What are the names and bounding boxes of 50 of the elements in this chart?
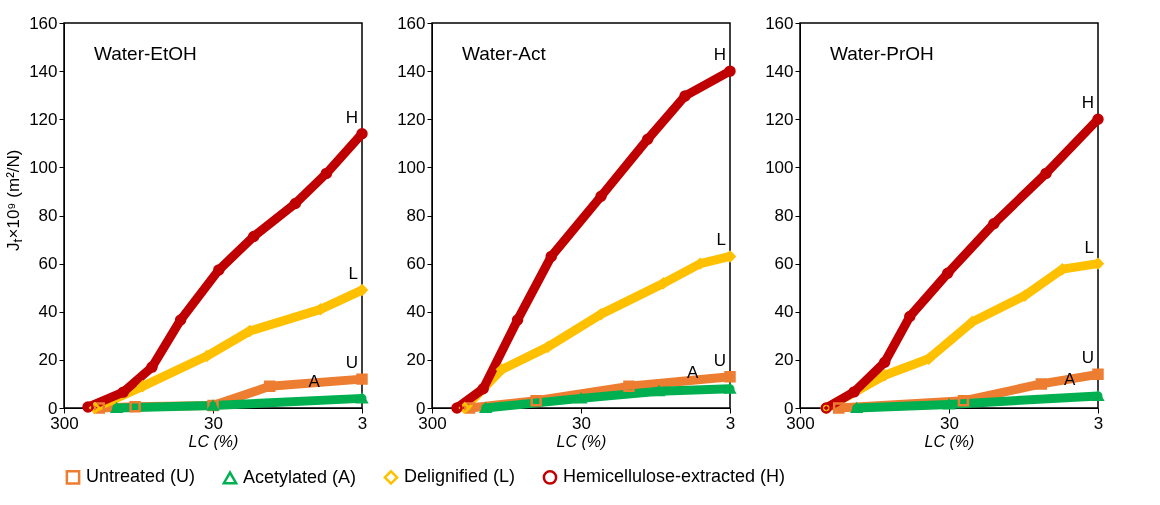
y-tick-label: 40	[38, 302, 58, 322]
text: Water-EtOH	[94, 43, 197, 64]
y-tick-label: 20	[406, 350, 426, 370]
annotation: H	[713, 45, 726, 65]
x-tick-label: 30	[572, 413, 591, 433]
y-tick-label: 140	[397, 61, 426, 81]
legend-label: Untreated (U)	[86, 466, 196, 487]
y-tick-label: 80	[406, 206, 426, 225]
y-tick-label: 80	[38, 206, 58, 225]
annotation: L	[716, 230, 726, 250]
y-tick-label: 60	[38, 254, 58, 274]
y-tick-label: 20	[774, 350, 794, 370]
y-tick-label: 100	[765, 157, 794, 177]
x-axis-title: LC (%)	[924, 432, 975, 450]
x-tick-label: 30	[204, 413, 223, 433]
x-tick-label: 3	[725, 413, 736, 433]
annotation: U	[713, 350, 726, 370]
y-tick-label: 120	[29, 109, 58, 129]
annotation: L	[348, 264, 358, 284]
y-tick-label: 160	[29, 13, 58, 33]
y-tick-label: 40	[774, 302, 794, 322]
x-tick-label: 3	[1093, 413, 1104, 433]
y-tick-label: 60	[406, 254, 426, 274]
legend-label: Acetylated (A)	[243, 466, 357, 487]
y-tick-label: 40	[406, 302, 426, 322]
y-tick-label: 20	[38, 350, 58, 370]
y-tick-label: 160	[397, 13, 426, 33]
annotation: H	[345, 107, 358, 127]
x-axis-title: LC (%)	[188, 432, 239, 450]
x-tick-label: 3	[357, 413, 368, 433]
legend-label: Hemicellulose-extracted (H)	[563, 466, 786, 487]
annotation: H	[1081, 93, 1094, 113]
annotation: U	[345, 353, 358, 373]
y-tick-label: 100	[397, 157, 426, 177]
text: Water-PrOH	[830, 43, 934, 64]
text: Water-Act	[462, 43, 547, 64]
y-tick-label: 140	[29, 61, 58, 81]
legend-label: Delignified (L)	[404, 466, 516, 487]
annotation: L	[1084, 237, 1094, 257]
x-axis-title: LC (%)	[556, 432, 607, 450]
y-tick-label: 100	[29, 157, 58, 177]
x-tick-label: 30	[940, 413, 959, 433]
y-tick-label: 120	[765, 109, 794, 129]
y-tick-label: 80	[774, 206, 794, 225]
y-tick-label: 140	[765, 61, 794, 81]
y-tick-label: 160	[765, 13, 794, 33]
y-tick-label: 60	[774, 254, 794, 274]
y-tick-label: 120	[397, 109, 426, 129]
annotation: A	[308, 372, 321, 392]
annotation: U	[1081, 348, 1094, 368]
